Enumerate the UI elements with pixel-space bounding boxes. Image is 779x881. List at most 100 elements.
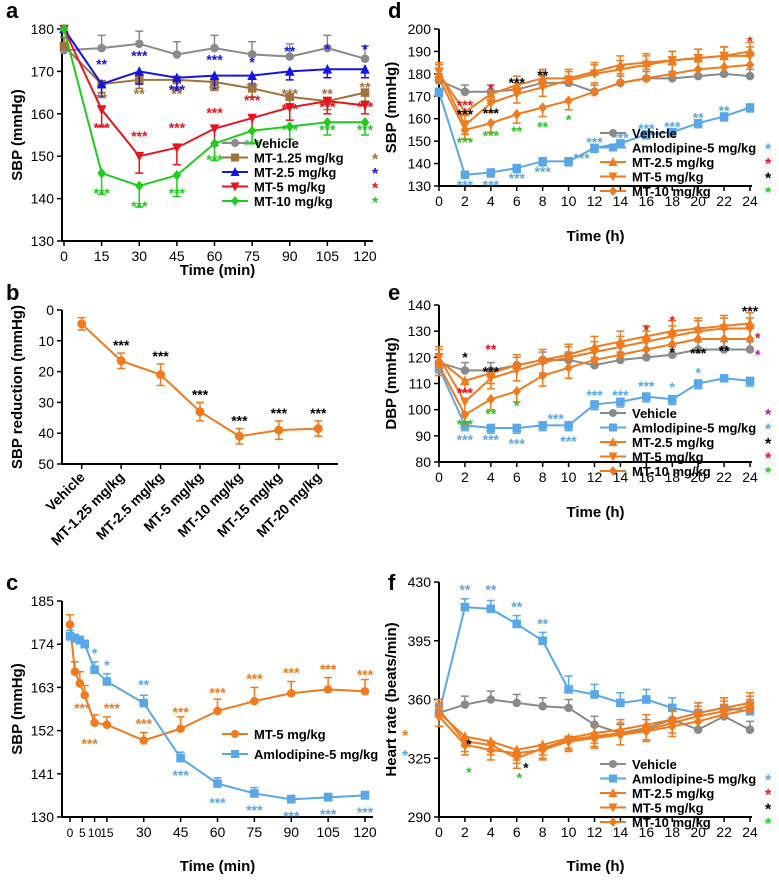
y-tick-label: 141 (31, 766, 55, 782)
data-point (590, 400, 599, 409)
data-point (460, 375, 470, 386)
significance-mark: *** (283, 665, 300, 681)
significance-mark: *** (169, 185, 186, 201)
data-point (719, 112, 729, 121)
legend-marker (608, 452, 618, 462)
series-MT-10 mg/kg (434, 55, 755, 140)
x-tick-label: 14 (613, 824, 629, 840)
x-tick-label: 18 (664, 469, 680, 485)
data-point (460, 87, 470, 97)
significance-mark: ** (537, 67, 548, 83)
y-tick-label: 170 (408, 88, 432, 104)
data-point (434, 710, 444, 722)
series-line (438, 50, 751, 114)
x-tick-label: 18 (664, 824, 680, 840)
y-tick-label: 130 (31, 233, 55, 249)
significance-mark: *** (457, 97, 474, 113)
data-point (460, 106, 470, 117)
data-point (719, 61, 729, 73)
data-point (538, 370, 547, 381)
data-point (616, 349, 625, 361)
x-tick-label: 2 (461, 469, 469, 485)
data-point (486, 88, 496, 99)
data-point (667, 394, 677, 404)
significance-mark: *** (483, 431, 500, 447)
significance-mark: *** (742, 303, 759, 319)
y-tick-label: 160 (408, 111, 432, 127)
y-tick-label: 170 (31, 63, 55, 79)
x-tick-label: 6 (513, 469, 521, 485)
significance-mark: *** (319, 98, 336, 114)
x-tick-label: 0 (435, 824, 443, 840)
significance-mark: *** (104, 700, 121, 716)
significance-mark: *** (131, 47, 148, 63)
series-Amlodipine-5 mg/kg (65, 629, 370, 804)
data-point (172, 72, 182, 83)
legend-item: MT-2.5 mg/kg * (600, 435, 772, 453)
legend-marker (609, 817, 617, 827)
x-tick-label: 60 (207, 248, 223, 264)
legend-star: * (765, 422, 772, 439)
legend-label: Amlodipine-5 mg/kg (632, 772, 756, 787)
data-point (693, 379, 703, 388)
data-point (590, 732, 599, 744)
legend-star: * (765, 436, 772, 453)
series-MT-10 mg/kg (434, 698, 755, 765)
data-point (322, 96, 333, 107)
data-point (247, 70, 257, 80)
legend-marker (609, 143, 617, 152)
data-point (172, 143, 182, 154)
y-tick-label: 180 (408, 66, 432, 82)
legend-marker (608, 437, 618, 446)
significance-mark: *** (209, 684, 226, 700)
significance-mark: *** (320, 661, 337, 677)
legend-marker (609, 409, 617, 417)
data-point (745, 103, 755, 112)
significance-mark: *** (457, 177, 474, 193)
data-point (176, 753, 185, 763)
x-tick-label: 10 (561, 193, 577, 209)
x-tick-label: 24 (742, 193, 758, 209)
data-point (139, 736, 149, 745)
legend-item: MT-5 mg/kg * (600, 450, 772, 468)
y-tick-label: 130 (408, 178, 432, 194)
x-tick-label: 15 (94, 248, 110, 264)
significance-mark: * (462, 349, 468, 365)
series-MT-2.5 mg/kg (59, 23, 370, 98)
data-point (460, 409, 470, 421)
data-point (213, 706, 222, 716)
data-point (285, 121, 295, 132)
data-point (538, 102, 547, 113)
data-point (434, 359, 444, 371)
significance-mark: *** (136, 716, 153, 732)
significance-mark: * (249, 54, 255, 70)
x-tick-label: 10 (561, 824, 577, 840)
significance-mark: *** (483, 127, 500, 143)
data-point (512, 386, 522, 397)
y-tick-label: 130 (408, 323, 432, 339)
significance-mark: *** (457, 106, 474, 122)
data-point (460, 602, 470, 612)
data-point (360, 54, 370, 63)
significance-mark: *** (93, 120, 110, 136)
legend-marker (609, 760, 617, 768)
legend-label: MT-10 mg/kg (632, 184, 711, 199)
significance-mark: *** (172, 767, 189, 783)
significance-mark: *** (74, 700, 91, 716)
legend-star: * (372, 181, 379, 198)
significance-mark: *** (586, 387, 603, 403)
significance-mark: ** (693, 109, 704, 125)
data-point (172, 50, 182, 59)
data-point (538, 421, 547, 430)
data-point (102, 720, 112, 730)
significance-mark: *** (93, 185, 110, 201)
significance-mark: *** (283, 808, 300, 824)
significance-mark: *** (206, 52, 223, 68)
legend-star: * (765, 773, 772, 790)
significance-mark: *** (206, 105, 223, 121)
x-tick-label: 12 (587, 824, 603, 840)
data-point (486, 117, 496, 129)
data-point (511, 366, 522, 376)
significance-mark: *** (357, 804, 374, 820)
significance-mark: *** (246, 802, 263, 818)
